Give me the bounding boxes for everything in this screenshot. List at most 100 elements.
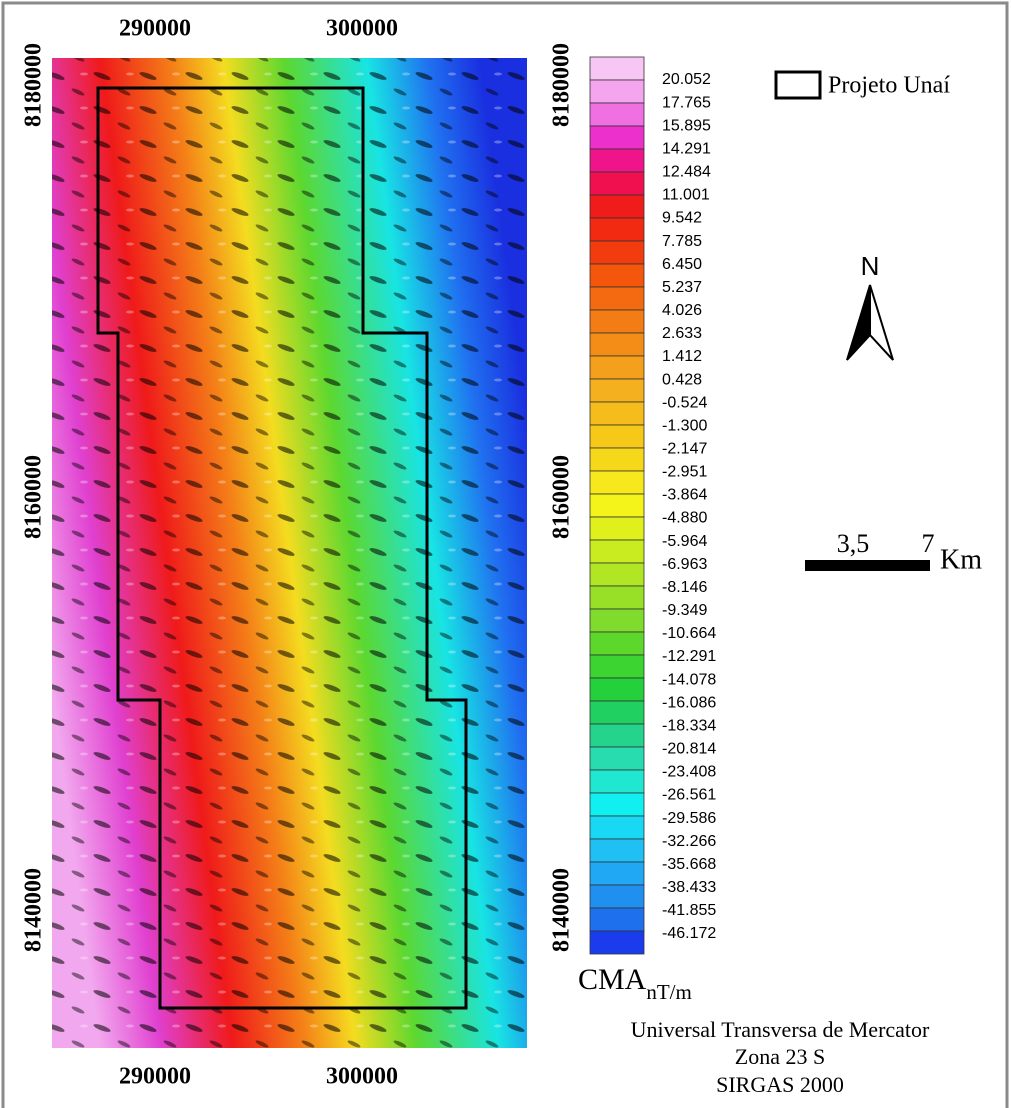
projection-line: SIRGAS 2000 bbox=[716, 1072, 844, 1097]
y-coordinate: 8180000 bbox=[21, 43, 47, 127]
colorbar-swatch bbox=[590, 862, 644, 885]
colorbar-label: -9.349 bbox=[662, 602, 707, 619]
colorbar-label: 9.542 bbox=[662, 210, 702, 227]
colorbar-label: -29.586 bbox=[662, 810, 716, 827]
colorbar-label: 0.428 bbox=[662, 371, 702, 388]
colorbar-swatch bbox=[590, 609, 644, 632]
colorbar-label: -14.078 bbox=[662, 671, 716, 688]
colorbar-label: -3.864 bbox=[662, 487, 707, 504]
map-page: 290000 300000 290000 300000 8180000 8160000 81… bbox=[0, 0, 1011, 1108]
colorbar-label: 12.484 bbox=[662, 164, 711, 181]
colorbar-swatch bbox=[590, 425, 644, 448]
colorbar-swatch bbox=[590, 149, 644, 172]
colorbar-label: -12.291 bbox=[662, 648, 716, 665]
colorbar-label: -46.172 bbox=[662, 925, 716, 942]
colorbar-swatch bbox=[590, 218, 644, 241]
colorbar-label: -4.880 bbox=[662, 510, 707, 527]
colorbar-swatch bbox=[590, 264, 644, 287]
colorbar: 20.052 17.765 15.895 14.291 12.484 11.001 9.54… bbox=[590, 57, 716, 954]
x-coordinate: 300000 bbox=[326, 16, 398, 42]
projection-line: Zona 23 S bbox=[735, 1044, 825, 1069]
colorbar-swatch bbox=[590, 379, 644, 402]
colorbar-label: -10.664 bbox=[662, 625, 716, 642]
colorbar-swatch bbox=[590, 126, 644, 149]
projection-line: Universal Transversa de Mercator bbox=[631, 1017, 930, 1042]
colorbar-swatch bbox=[590, 586, 644, 609]
colorbar-label: -16.086 bbox=[662, 694, 716, 711]
colorbar-swatch bbox=[590, 517, 644, 540]
x-coordinate: 300000 bbox=[326, 1064, 398, 1090]
colorbar-swatch bbox=[590, 402, 644, 425]
x-coordinate: 290000 bbox=[119, 1064, 191, 1090]
colorbar-label: 17.765 bbox=[662, 94, 711, 111]
colorbar-swatch bbox=[590, 931, 644, 954]
colorbar-swatch bbox=[590, 678, 644, 701]
colorbar-swatch bbox=[590, 816, 644, 839]
colorbar-swatch bbox=[590, 793, 644, 816]
colorbar-label: 2.633 bbox=[662, 325, 702, 342]
x-coordinate: 290000 bbox=[119, 16, 191, 42]
colorbar-label: 6.450 bbox=[662, 256, 702, 273]
colorbar-swatch bbox=[590, 287, 644, 310]
north-arrow-left bbox=[847, 285, 870, 360]
colorbar-label: -2.951 bbox=[662, 464, 707, 481]
colorbar-swatch bbox=[590, 241, 644, 264]
colorbar-label: -1.300 bbox=[662, 417, 707, 434]
colorbar-label: -41.855 bbox=[662, 902, 716, 919]
north-arrow-right bbox=[870, 285, 893, 360]
colorbar-label: -32.266 bbox=[662, 833, 716, 850]
y-coordinate: 8160000 bbox=[549, 455, 575, 539]
colorbar-label: -6.963 bbox=[662, 556, 707, 573]
colorbar-label: -35.668 bbox=[662, 856, 716, 873]
colorbar-label: -26.561 bbox=[662, 787, 716, 804]
north-label: N bbox=[861, 251, 880, 281]
y-coordinate: 8140000 bbox=[21, 868, 47, 952]
legend-swatch bbox=[776, 72, 820, 98]
colorbar-label: 11.001 bbox=[662, 187, 710, 204]
colorbar-swatch bbox=[590, 333, 644, 356]
colorbar-label: -20.814 bbox=[662, 741, 716, 758]
legend-label: Projeto Unaí bbox=[828, 73, 950, 99]
colorbar-swatch bbox=[590, 839, 644, 862]
scale-label: 7 bbox=[922, 529, 935, 558]
colorbar-label: 1.412 bbox=[662, 348, 702, 365]
colorbar-swatch bbox=[590, 908, 644, 931]
colorbar-label: -0.524 bbox=[662, 394, 707, 411]
scale-label: 3,5 bbox=[837, 529, 870, 558]
colorbar-label: 20.052 bbox=[662, 71, 711, 88]
colorbar-swatch bbox=[590, 494, 644, 517]
colorbar-label: 14.291 bbox=[662, 140, 711, 157]
colorbar-label: -38.433 bbox=[662, 879, 716, 896]
colorbar-swatch bbox=[590, 80, 644, 103]
colorbar-swatch bbox=[590, 172, 644, 195]
colorbar-swatch bbox=[590, 540, 644, 563]
colorbar-swatch bbox=[590, 655, 644, 678]
colorbar-swatch bbox=[590, 195, 644, 218]
colorbar-swatch bbox=[590, 724, 644, 747]
colorbar-label: -5.964 bbox=[662, 533, 707, 550]
colorbar-swatch bbox=[590, 701, 644, 724]
scale-bar bbox=[805, 560, 930, 571]
colorbar-label: -18.334 bbox=[662, 717, 716, 734]
colorbar-label: 15.895 bbox=[662, 117, 711, 134]
scale-unit: Km bbox=[940, 544, 982, 575]
colorbar-unit: nT/m bbox=[646, 980, 692, 1004]
colorbar-swatch bbox=[590, 310, 644, 333]
colorbar-label: -23.408 bbox=[662, 764, 716, 781]
colorbar-swatch bbox=[590, 448, 644, 471]
colorbar-label: 5.237 bbox=[662, 279, 702, 296]
y-coordinate: 8140000 bbox=[549, 868, 575, 952]
map-texture bbox=[52, 58, 527, 1048]
colorbar-label: 7.785 bbox=[662, 233, 702, 250]
y-coordinate: 8180000 bbox=[549, 43, 575, 127]
colorbar-swatch bbox=[590, 471, 644, 494]
colorbar-label: 4.026 bbox=[662, 302, 702, 319]
colorbar-swatch bbox=[590, 632, 644, 655]
colorbar-label: -8.146 bbox=[662, 579, 707, 596]
colorbar-swatch bbox=[590, 770, 644, 793]
colorbar-label: -2.147 bbox=[662, 440, 707, 457]
colorbar-title-text: CMA bbox=[578, 963, 647, 996]
colorbar-swatch bbox=[590, 57, 644, 80]
colorbar-swatch bbox=[590, 563, 644, 586]
colorbar-title: CMAnT/m bbox=[578, 963, 692, 1004]
